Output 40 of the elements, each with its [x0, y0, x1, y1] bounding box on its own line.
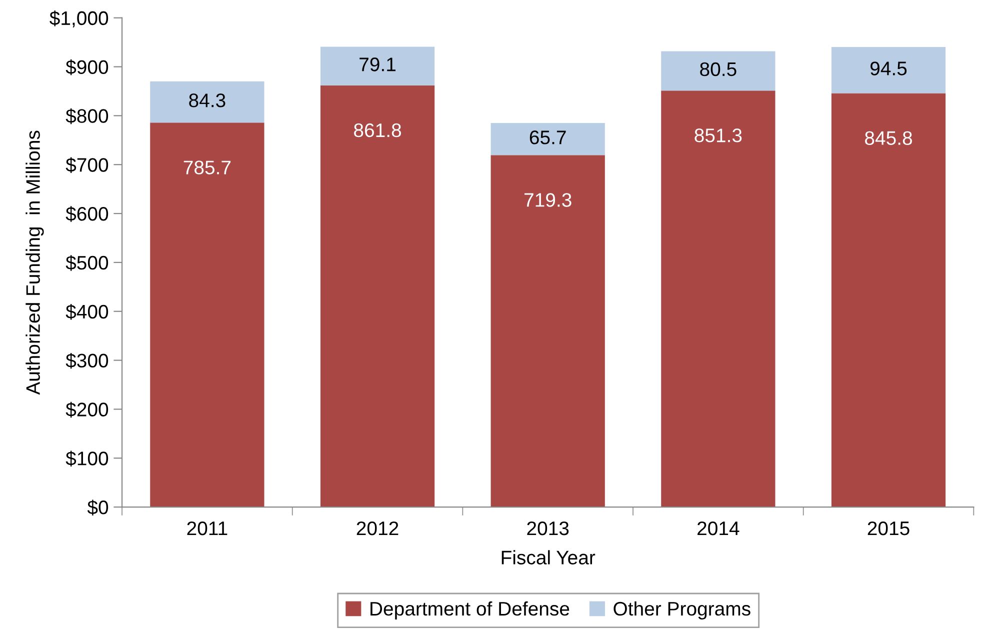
x-tick-label: 2015 — [868, 521, 910, 536]
y-tick-label: $900 — [66, 59, 108, 76]
data-label: 851.3 — [694, 128, 742, 142]
bar — [661, 51, 776, 91]
bar — [150, 81, 264, 123]
x-tick-label: 2014 — [698, 521, 740, 536]
bar — [490, 123, 605, 156]
bar — [320, 85, 435, 508]
data-label: 84.3 — [189, 94, 226, 108]
data-label: 94.5 — [870, 62, 907, 76]
legend-label: Other Programs — [614, 601, 750, 620]
y-tick-label: $1,000 — [50, 10, 108, 28]
data-label: 79.1 — [360, 58, 396, 72]
y-tick-label: $800 — [66, 108, 108, 124]
y-tick-label: $400 — [66, 304, 108, 320]
data-label: 80.5 — [700, 62, 736, 76]
bar — [320, 46, 435, 86]
x-tick-label: 2012 — [356, 521, 398, 536]
y-tick-label: $200 — [66, 402, 108, 418]
data-label: 65.7 — [530, 130, 566, 144]
bar — [831, 93, 946, 508]
y-axis-title: Authorized Funding in Millions — [26, 130, 44, 395]
bar — [831, 47, 946, 94]
data-label: 719.3 — [524, 193, 572, 207]
legend-label: Department of Defense — [370, 601, 570, 620]
y-tick-label: $100 — [66, 450, 108, 467]
y-tick-label: $0 — [87, 500, 108, 516]
x-tick-label: 2011 — [187, 521, 228, 536]
bar — [150, 122, 264, 508]
data-label: 861.8 — [354, 123, 401, 138]
y-tick-label: $300 — [66, 352, 108, 369]
x-tick-label: 2013 — [527, 521, 569, 536]
bar — [490, 155, 605, 508]
y-tick-label: $700 — [66, 157, 108, 173]
data-label: 845.8 — [865, 131, 912, 145]
x-axis-title: Fiscal Year — [502, 550, 596, 564]
data-label: 785.7 — [184, 160, 231, 174]
y-tick-label: $600 — [66, 206, 108, 222]
y-tick-label: $500 — [66, 255, 108, 271]
bar — [661, 90, 776, 508]
